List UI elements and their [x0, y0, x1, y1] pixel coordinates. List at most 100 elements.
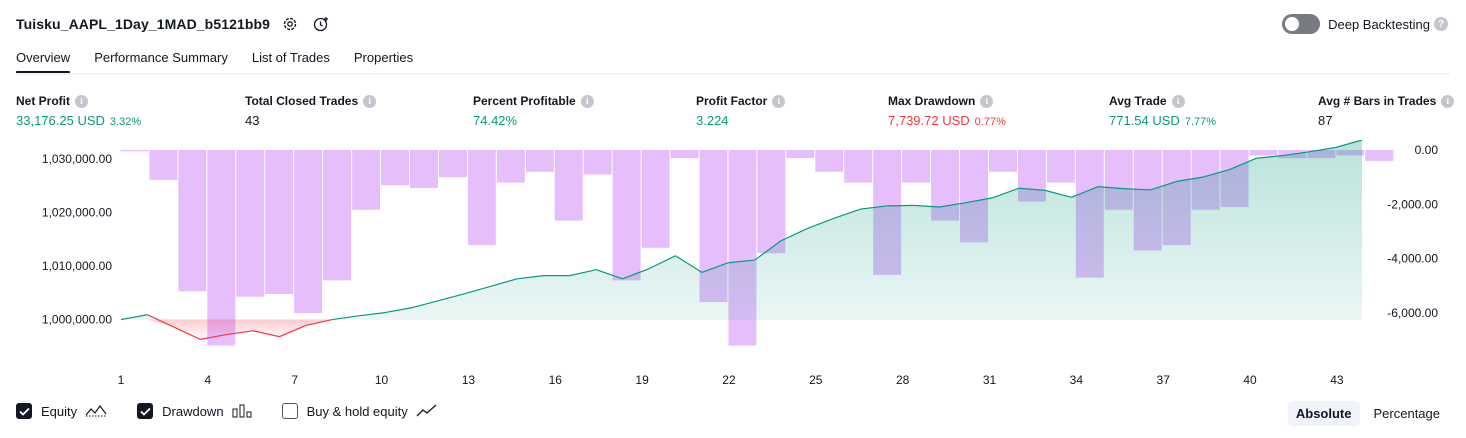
- equity-segment: [569, 269, 597, 277]
- equity-segment: [622, 268, 650, 280]
- metric-percent: 0.77%: [974, 116, 1006, 128]
- drawdown-bar: [207, 150, 236, 346]
- info-icon[interactable]: i: [1441, 94, 1455, 108]
- tab-list-of-trades[interactable]: List of Trades: [251, 50, 330, 65]
- equity-segment: [701, 262, 729, 273]
- deep-backtesting-label: Deep Backtesting: [1328, 16, 1430, 32]
- buy-hold-checkbox[interactable]: [281, 403, 298, 419]
- info-icon[interactable]: i: [772, 94, 786, 108]
- percentage-button[interactable]: Percentage: [1373, 406, 1441, 421]
- info-icon[interactable]: i: [1171, 94, 1185, 108]
- equity-segment: [332, 315, 359, 321]
- info-icon[interactable]: i: [580, 94, 594, 108]
- x-axis-tick: 31: [983, 373, 997, 387]
- equity-segment: [1229, 157, 1257, 171]
- drawdown-axis-tick: -6,000.00: [1387, 306, 1438, 320]
- metric-value: 7,739.72 USD: [888, 113, 970, 128]
- metric-percent: 7.77%: [1184, 116, 1217, 128]
- drawdown-bar: [902, 150, 931, 183]
- equity-segment: [675, 255, 703, 273]
- x-axis-tick: 13: [462, 373, 476, 387]
- equity-segment: [1335, 140, 1363, 149]
- equity-axis-tick: 1,020,000.00: [42, 205, 112, 219]
- equity-segment: [1282, 151, 1310, 157]
- equity-drawdown-chart[interactable]: 1,030,000.00 1,020,000.00 1,010,000.00 1,00…: [0, 140, 1466, 398]
- x-axis-tick: 43: [1330, 373, 1344, 387]
- equity-segment: [305, 318, 333, 327]
- equity-segment: [279, 324, 307, 338]
- metric-percent-profitable: Percent Profitable i 74.42%: [473, 94, 594, 128]
- tab-performance-summary[interactable]: Performance Summary: [94, 50, 228, 65]
- legend-label: Equity: [41, 403, 78, 419]
- equity-segment: [200, 333, 227, 340]
- metric-percent: 3.32%: [109, 116, 142, 128]
- equity-segment: [173, 326, 201, 340]
- equity-segment: [1309, 146, 1336, 153]
- drawdown-bar: [757, 150, 786, 254]
- drawdown-bar: [323, 150, 352, 281]
- equity-segment: [226, 330, 254, 336]
- equity-segment: [833, 208, 861, 219]
- drawdown-bars-icon: [232, 404, 252, 418]
- info-icon[interactable]: i: [75, 94, 88, 108]
- equity-segment: [1018, 187, 1046, 191]
- x-axis-tick: 28: [896, 373, 910, 387]
- buy-hold-line-icon: [416, 404, 438, 418]
- equity-axis: 1,030,000.00 1,020,000.00 1,010,000.00 1,00…: [42, 152, 112, 327]
- legend-buy-hold-equity[interactable]: Buy & hold equity: [281, 403, 438, 419]
- x-axis-tick: 10: [375, 373, 389, 387]
- absolute-button[interactable]: Absolute: [1287, 401, 1360, 426]
- drawdown-bar: [294, 150, 323, 313]
- metric-avg-bars-in-trades: Avg # Bars in Trades i 87: [1318, 94, 1455, 128]
- equity-segment: [728, 259, 755, 264]
- drawdown-bar: [149, 150, 178, 180]
- equity-segment: [1203, 168, 1231, 178]
- tab-properties[interactable]: Properties: [353, 50, 414, 65]
- equity-segment: [411, 300, 439, 309]
- metric-label: Avg Trade: [1109, 94, 1167, 108]
- drawdown-bar: [786, 150, 815, 159]
- equity-fill: [121, 140, 1362, 320]
- drawdown-bar: [612, 150, 641, 281]
- legend-drawdown[interactable]: Drawdown: [137, 403, 252, 419]
- drawdown-bar: [844, 150, 873, 183]
- legend-equity[interactable]: Equity: [16, 403, 107, 419]
- drawdown-bar: [265, 150, 294, 294]
- metric-max-drawdown: Max Drawdown i 7,739.72 USD 0.77%: [888, 94, 1006, 128]
- drawdown-bar: [178, 150, 207, 292]
- tab-overview[interactable]: Overview: [16, 46, 71, 74]
- metric-profit-factor: Profit Factor i 3.224: [696, 94, 786, 128]
- drawdown-bar: [815, 150, 844, 172]
- add-alert-icon[interactable]: [310, 13, 332, 35]
- info-icon[interactable]: i: [363, 94, 377, 108]
- metric-value: 43: [245, 113, 260, 128]
- deep-backtesting-toggle[interactable]: [1282, 14, 1321, 34]
- strategy-header: Tuisku_AAPL_1Day_1MAD_b5121bb9: [16, 12, 332, 36]
- drawdown-axis-tick: -2,000.00: [1387, 197, 1438, 211]
- equity-segment: [913, 204, 940, 208]
- metric-label: Net Profit: [16, 94, 70, 108]
- drawdown-bar: [641, 150, 670, 248]
- x-axis-tick: 40: [1243, 373, 1257, 387]
- equity-segment: [886, 204, 914, 207]
- metric-label: Total Closed Trades: [245, 94, 359, 108]
- equity-area: [121, 140, 1362, 340]
- metric-value: 87: [1318, 113, 1333, 128]
- metric-total-closed-trades: Total Closed Trades i 43: [245, 94, 377, 128]
- equity-segment: [939, 202, 967, 208]
- info-icon[interactable]: i: [980, 94, 994, 108]
- gear-icon[interactable]: [279, 13, 301, 35]
- legend-label: Buy & hold equity: [306, 403, 408, 419]
- drawdown-checkbox[interactable]: [137, 403, 154, 419]
- drawdown-bar: [554, 150, 583, 221]
- help-icon[interactable]: ?: [1434, 17, 1448, 31]
- equity-line-icon: [85, 404, 107, 418]
- drawdown-bar: [236, 150, 265, 297]
- metric-value: 33,176.25 USD: [16, 113, 105, 128]
- metric-value: 74.42%: [473, 113, 518, 128]
- drawdown-axis-tick: 0.00: [1415, 143, 1439, 157]
- equity-axis-tick: 1,000,000.00: [42, 313, 112, 327]
- equity-checkbox[interactable]: [16, 403, 32, 419]
- metric-label: Avg # Bars in Trades: [1318, 94, 1437, 108]
- strategy-name: Tuisku_AAPL_1Day_1MAD_b5121bb9: [16, 16, 271, 32]
